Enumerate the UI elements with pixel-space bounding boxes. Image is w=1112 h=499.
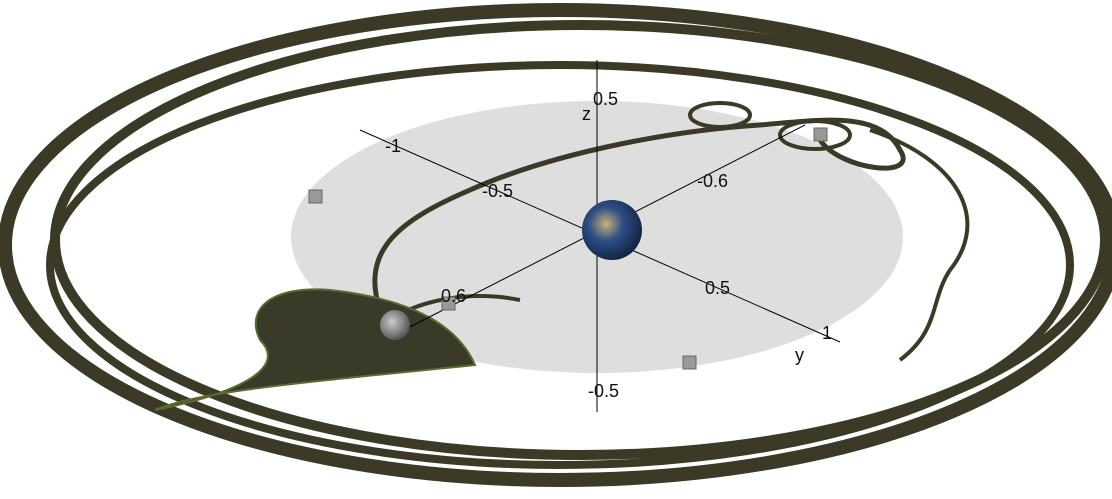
axis-label: z xyxy=(582,104,591,124)
earth xyxy=(582,200,642,260)
tick-label: 0.5 xyxy=(705,278,730,298)
orbit-ring xyxy=(46,61,1074,469)
marker xyxy=(682,355,697,370)
tick-label: -0.5 xyxy=(482,181,513,201)
axis-label: y xyxy=(795,345,804,365)
orbit-ring xyxy=(0,3,1112,487)
moon xyxy=(380,310,410,340)
marker xyxy=(308,189,323,204)
marker xyxy=(441,296,456,311)
loop xyxy=(688,101,752,129)
marker xyxy=(813,127,828,142)
tick-label: 0.5 xyxy=(593,89,618,109)
markers xyxy=(308,127,828,370)
tick-label: 1 xyxy=(822,323,832,343)
tick-label: -0.5 xyxy=(588,381,619,401)
tick-label: 0.6 xyxy=(441,286,466,306)
tick-label: -0.6 xyxy=(697,171,728,191)
tick-label: -1 xyxy=(385,136,401,156)
loop xyxy=(778,119,852,151)
